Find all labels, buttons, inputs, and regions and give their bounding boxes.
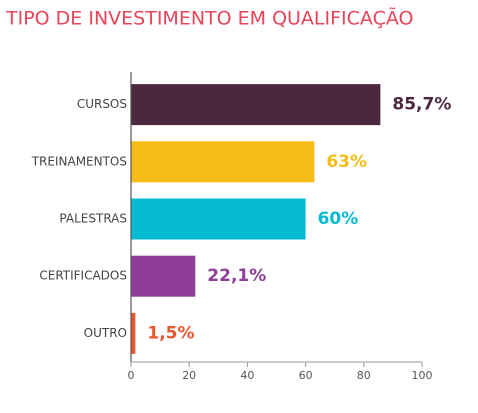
value-label: 1,5% [147,323,194,343]
bar [131,198,306,240]
y-tick-label: TREINAMENTOS [31,154,127,168]
y-tick-label: CERTIFICADOS [39,269,127,283]
bar [131,141,315,183]
x-tick-label: 60 [299,369,313,382]
x-tick-label: 80 [357,369,371,382]
value-label: 85,7% [392,95,451,115]
value-label: 63% [326,152,367,172]
x-tick-label: 100 [412,369,433,382]
x-tick-label: 20 [182,369,196,382]
y-tick-label: CURSOS [77,97,127,111]
chart-title: TIPO DE INVESTIMENTO EM QUALIFICAÇÃO [5,7,413,30]
y-tick-label: PALESTRAS [59,212,127,226]
value-label: 22,1% [207,266,266,286]
bar [131,84,381,126]
x-tick-label: 0 [128,369,135,382]
bar [131,312,136,354]
x-tick-label: 40 [240,369,254,382]
y-tick-label: OUTRO [84,326,127,340]
value-label: 60% [318,209,359,229]
bar [131,255,196,297]
